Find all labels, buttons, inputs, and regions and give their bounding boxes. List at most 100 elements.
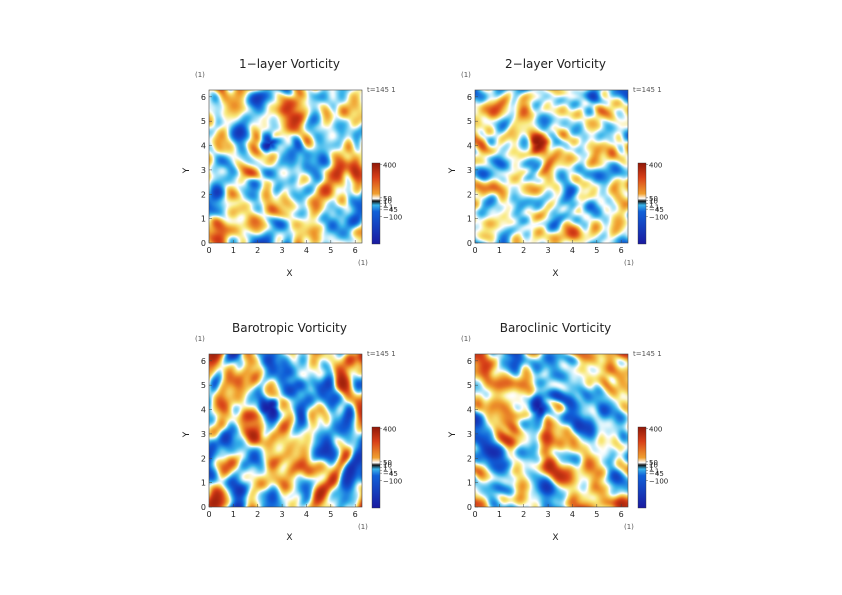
y-tick-label: 4 (467, 142, 472, 151)
x-tick-label: 1 (231, 246, 236, 255)
y-tick-label: 3 (201, 166, 206, 175)
y-tick-label: 6 (467, 357, 472, 366)
y-tick-label: 3 (467, 430, 472, 439)
x-tick-label: 2 (255, 246, 260, 255)
plot-frame (474, 89, 629, 244)
x-tick-label: 2 (255, 510, 260, 519)
y-tick-label: 5 (467, 381, 472, 390)
y-tick-label: 2 (467, 190, 472, 199)
y-tick-label: 4 (201, 142, 206, 151)
y-tick-label: 6 (201, 357, 206, 366)
y-tick-label: 4 (201, 406, 206, 415)
colorbar-label: 50 (383, 195, 392, 203)
x-tick-label: 4 (304, 246, 309, 255)
y-tick-label: 3 (201, 430, 206, 439)
x-axis-label: X (286, 269, 292, 279)
x-tick-label: 5 (328, 246, 333, 255)
panel-title: Barotropic Vorticity (232, 321, 347, 335)
x-tick-label: 6 (619, 510, 624, 519)
y-tick-label: 6 (467, 93, 472, 102)
y-tick-label: 0 (201, 503, 206, 512)
colorbar-label: −45 (649, 470, 664, 478)
y-unit-label: (1) (195, 71, 205, 79)
y-unit-label: (1) (195, 335, 205, 343)
y-tick-label: 0 (467, 239, 472, 248)
x-tick-label: 6 (619, 246, 624, 255)
x-axis-label: X (552, 533, 558, 543)
y-tick-label: 4 (467, 406, 472, 415)
plot-frame (208, 353, 363, 508)
y-tick-label: 2 (201, 454, 206, 463)
time-label: t=145 1 (633, 86, 662, 94)
colorbar-label: 400 (383, 426, 396, 434)
y-unit-label: (1) (461, 71, 471, 79)
x-tick-label: 3 (546, 246, 551, 255)
x-tick-label: 1 (497, 510, 502, 519)
x-tick-label: 5 (594, 246, 599, 255)
y-tick-label: 5 (201, 381, 206, 390)
x-tick-label: 5 (328, 510, 333, 519)
x-tick-label: 4 (570, 510, 575, 519)
colorbar-label: −1 (649, 203, 659, 211)
colorbar (371, 426, 381, 509)
colorbar-label: 10 (649, 462, 658, 470)
x-tick-label: 4 (570, 246, 575, 255)
colorbar-label: 400 (649, 426, 662, 434)
colorbar-label: −1 (383, 467, 393, 475)
colorbar-label: −100 (649, 477, 668, 485)
x-tick-label: 0 (472, 510, 477, 519)
colorbar-label: 1 (383, 465, 387, 473)
x-tick-label: 3 (280, 510, 285, 519)
time-label: t=145 1 (367, 350, 396, 358)
colorbar-label: 10 (383, 198, 392, 206)
y-unit-label: (1) (461, 335, 471, 343)
colorbar (637, 426, 647, 509)
x-unit-label: (1) (624, 523, 634, 531)
x-unit-label: (1) (358, 259, 368, 267)
x-tick-label: 0 (206, 510, 211, 519)
panel-3: Barotropic Vorticity 0 1 2 3 4 5 6 0 1 2 3 4 5 6 X Y (1) (… (182, 321, 402, 543)
y-tick-label: 2 (201, 190, 206, 199)
y-tick-label: 0 (201, 239, 206, 248)
y-tick-label: 5 (467, 117, 472, 126)
vorticity-field (475, 354, 628, 507)
colorbar-label: 10 (383, 462, 392, 470)
colorbar (637, 162, 647, 245)
x-tick-label: 2 (521, 246, 526, 255)
y-tick-label: 5 (201, 117, 206, 126)
y-tick-label: 2 (467, 454, 472, 463)
x-tick-label: 2 (521, 510, 526, 519)
x-unit-label: (1) (624, 259, 634, 267)
panel-4: Baroclinic Vorticity 0 1 2 3 4 5 6 0 1 2 3 4 5 6 X Y (1) (… (448, 321, 668, 543)
y-tick-label: 0 (467, 503, 472, 512)
x-tick-label: 6 (353, 246, 358, 255)
vorticity-field (475, 90, 628, 243)
y-tick-label: 1 (467, 479, 472, 488)
y-tick-label: 6 (201, 93, 206, 102)
colorbar-label: −45 (383, 470, 398, 478)
x-axis-label: X (286, 533, 292, 543)
colorbar-label: 50 (649, 459, 658, 467)
y-axis-label: Y (182, 431, 192, 438)
colorbar-label: 400 (383, 162, 396, 170)
colorbar-label: −100 (383, 477, 402, 485)
x-unit-label: (1) (358, 523, 368, 531)
colorbar-label: −1 (649, 467, 659, 475)
panel-title: 1−layer Vorticity (239, 57, 340, 71)
colorbar (371, 162, 381, 245)
x-tick-label: 3 (546, 510, 551, 519)
x-tick-label: 1 (231, 510, 236, 519)
time-label: t=145 1 (633, 350, 662, 358)
panel-title: 2−layer Vorticity (505, 57, 606, 71)
colorbar-label: −100 (383, 213, 402, 221)
x-tick-label: 0 (206, 246, 211, 255)
colorbar-label: 1 (649, 201, 653, 209)
time-label: t=145 1 (367, 86, 396, 94)
colorbar-label: −100 (649, 213, 668, 221)
y-axis-label: Y (448, 167, 458, 174)
x-tick-label: 0 (472, 246, 477, 255)
colorbar-label: 50 (383, 459, 392, 467)
colorbar-label: 10 (649, 198, 658, 206)
colorbar-label: −45 (383, 206, 398, 214)
